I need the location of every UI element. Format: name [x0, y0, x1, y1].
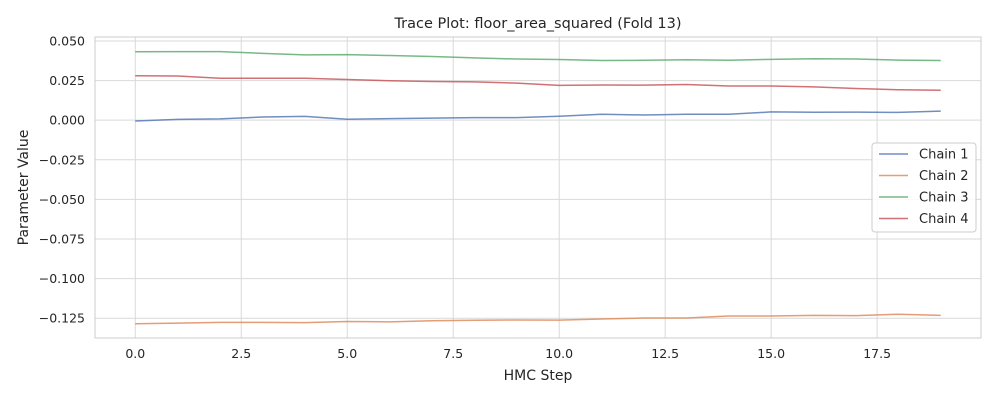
y-tick-label: 0.000 [49, 113, 85, 128]
chart-title: Trace Plot: floor_area_squared (Fold 13) [393, 16, 681, 32]
legend-label: Chain 3 [919, 191, 969, 206]
x-axis-label: HMC Step [504, 368, 573, 384]
y-tick-label: −0.125 [39, 311, 85, 326]
grid-lines [95, 37, 981, 338]
x-tick-label: 0.0 [125, 346, 145, 361]
series-line-chain-2 [135, 313, 941, 325]
legend: Chain 1 Chain 2 Chain 3 Chain 4 [871, 142, 977, 233]
legend-box [871, 142, 977, 233]
x-tick-label: 10.0 [545, 346, 573, 361]
x-tick-labels: 0.0 2.5 5.0 7.5 10.0 12.5 15.0 17.5 [125, 346, 891, 361]
x-tick-label: 2.5 [231, 346, 251, 361]
y-tick-label: 0.050 [49, 33, 85, 48]
series-line-chain-1 [135, 110, 941, 122]
plot-frame [94, 36, 982, 339]
series-line-chain-4 [135, 75, 941, 91]
x-tick-label: 5.0 [337, 346, 357, 361]
y-tick-label: −0.050 [39, 192, 85, 207]
y-tick-labels: 0.050 0.025 0.000 −0.025 −0.050 −0.075 −0.100 −… [39, 33, 85, 325]
legend-label: Chain 4 [919, 212, 969, 227]
y-tick-label: −0.025 [39, 152, 85, 167]
series-lines [135, 50, 941, 325]
legend-label: Chain 2 [919, 169, 969, 184]
y-tick-label: −0.075 [39, 231, 85, 246]
x-tick-label: 7.5 [443, 346, 463, 361]
series-line-chain-3 [135, 50, 941, 62]
legend-label: Chain 1 [919, 148, 969, 163]
y-tick-label: −0.100 [39, 271, 85, 286]
y-axis-label: Parameter Value [16, 130, 32, 246]
x-tick-label: 17.5 [863, 346, 891, 361]
x-tick-label: 12.5 [651, 346, 679, 361]
y-tick-label: 0.025 [49, 73, 85, 88]
x-tick-label: 15.0 [757, 346, 785, 361]
